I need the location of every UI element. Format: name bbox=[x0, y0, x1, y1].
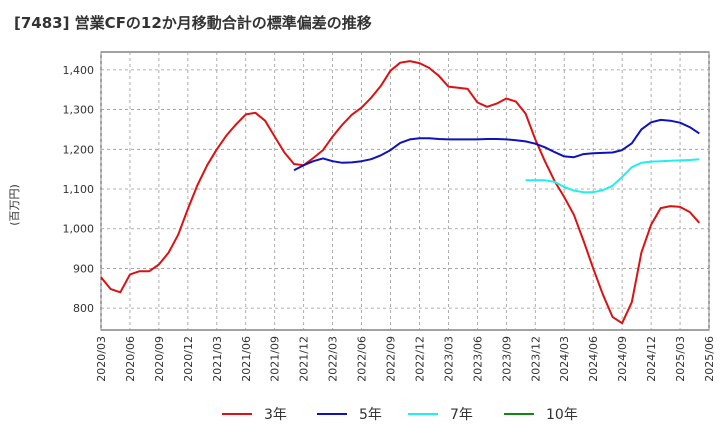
x-tick-label: 2024/12 bbox=[645, 336, 658, 382]
y-tick-label: 1,400 bbox=[63, 64, 95, 77]
y-tick-label: 1,300 bbox=[63, 104, 95, 117]
y-tick-label: 800 bbox=[73, 302, 94, 315]
legend-item: 7年 bbox=[408, 407, 473, 423]
legend-item: 5年 bbox=[317, 407, 382, 423]
y-axis: 800 900 1,000 1,100 1,200 1,300 1,400 bbox=[63, 64, 95, 315]
series-lines bbox=[100, 60, 701, 325]
plot-area bbox=[100, 51, 710, 331]
x-tick-label: 2023/09 bbox=[500, 336, 513, 382]
y-tick-label: 900 bbox=[73, 262, 94, 275]
x-tick-label: 2022/06 bbox=[356, 336, 369, 382]
legend-label: 3年 bbox=[264, 407, 287, 423]
x-tick-label: 2023/12 bbox=[529, 336, 542, 382]
x-tick-label: 2020/09 bbox=[153, 336, 166, 382]
legend-label: 5年 bbox=[359, 407, 382, 423]
x-tick-label: 2024/06 bbox=[587, 336, 600, 382]
x-tick-label: 2022/09 bbox=[385, 336, 398, 382]
x-tick-label: 2021/06 bbox=[240, 336, 253, 382]
x-tick-label: 2021/03 bbox=[211, 336, 224, 382]
series-line-7年 bbox=[525, 158, 700, 194]
y-tick-label: 1,000 bbox=[63, 223, 95, 236]
x-axis: 2020/03 2020/06 2020/09 2020/12 2021/03 2021/… bbox=[95, 336, 716, 382]
plot-frame bbox=[100, 51, 710, 331]
x-tick-label: 2023/03 bbox=[442, 336, 455, 382]
x-tick-label: 2022/12 bbox=[413, 336, 426, 382]
x-tick-label: 2022/03 bbox=[327, 336, 340, 382]
grid bbox=[100, 52, 710, 330]
x-tick-label: 2025/03 bbox=[674, 336, 687, 382]
x-tick-label: 2020/03 bbox=[95, 336, 108, 382]
x-tick-label: 2020/06 bbox=[124, 336, 137, 382]
series-line-3年 bbox=[100, 60, 701, 325]
legend-item: 10年 bbox=[504, 407, 578, 423]
x-tick-label: 2025/06 bbox=[703, 336, 716, 382]
y-tick-label: 1,200 bbox=[63, 143, 95, 156]
legend: 3年 5年 7年 10年 bbox=[222, 407, 578, 423]
chart-title: [7483] 営業CFの12か月移動合計の標準偏差の推移 bbox=[14, 14, 372, 32]
x-tick-label: 2023/06 bbox=[471, 336, 484, 382]
y-tick-label: 1,100 bbox=[63, 183, 95, 196]
x-tick-label: 2024/09 bbox=[616, 336, 629, 382]
legend-label: 10年 bbox=[546, 407, 578, 423]
x-tick-label: 2021/09 bbox=[269, 336, 282, 382]
x-tick-label: 2024/03 bbox=[558, 336, 571, 382]
legend-label: 7年 bbox=[450, 407, 473, 423]
y-axis-title: (百万円) bbox=[8, 184, 21, 226]
x-tick-label: 2021/12 bbox=[298, 336, 311, 382]
series-line-5年 bbox=[293, 118, 700, 172]
x-tick-label: 2020/12 bbox=[182, 336, 195, 382]
legend-item: 3年 bbox=[222, 407, 287, 423]
